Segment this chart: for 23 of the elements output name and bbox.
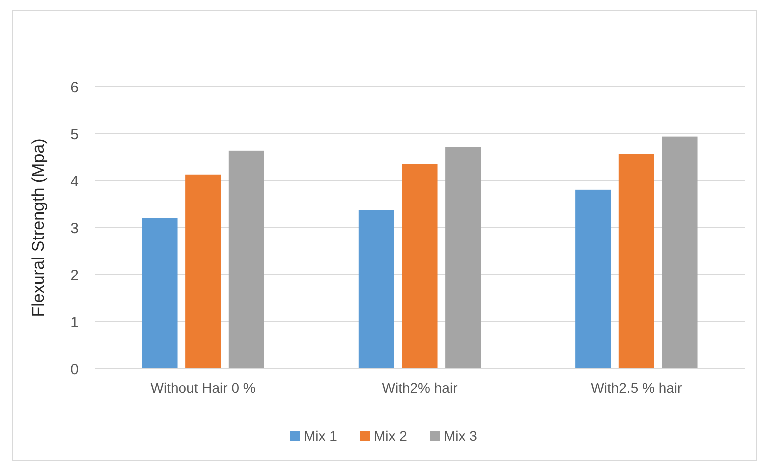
x-tick-label: With2.5 % hair xyxy=(591,380,683,396)
y-tick-label: 5 xyxy=(70,126,79,144)
bar xyxy=(358,210,394,369)
x-tick-label: With2% hair xyxy=(382,380,458,396)
legend-label: Mix 2 xyxy=(374,428,408,444)
y-tick-label: 3 xyxy=(70,220,79,238)
y-tick-label: 1 xyxy=(70,314,79,332)
legend-label: Mix 3 xyxy=(444,428,478,444)
bar xyxy=(142,218,178,369)
y-tick-label: 4 xyxy=(70,173,79,190)
x-tick-label: Without Hair 0 % xyxy=(150,380,256,396)
y-tick-label: 0 xyxy=(70,361,79,378)
bar xyxy=(186,174,222,369)
y-tick-label: 2 xyxy=(70,267,79,284)
y-tick-label: 6 xyxy=(70,79,79,96)
bar xyxy=(402,164,438,369)
bar xyxy=(446,147,482,369)
bar xyxy=(618,154,654,369)
bar xyxy=(576,190,612,369)
bar xyxy=(228,150,264,369)
y-axis-title: Flexural Strength (Mpa) xyxy=(29,138,48,318)
legend-label: Mix 1 xyxy=(304,428,338,444)
bar xyxy=(662,136,698,369)
